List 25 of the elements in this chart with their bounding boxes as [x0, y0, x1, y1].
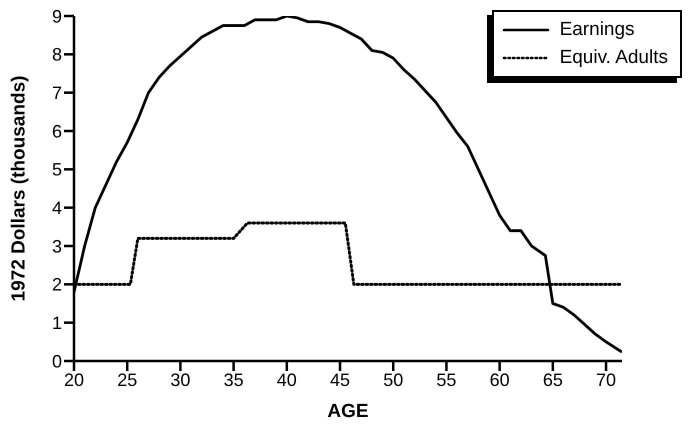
y-tick-label: 4 [52, 198, 62, 218]
legend-label: Earnings [560, 19, 635, 41]
x-tick-label: 20 [64, 370, 84, 390]
x-tick-label: 55 [436, 370, 456, 390]
y-tick-label: 3 [52, 236, 62, 256]
y-tick-label: 5 [52, 160, 62, 180]
x-tick-label: 35 [224, 370, 244, 390]
y-tick-label: 2 [52, 274, 62, 295]
x-tick-label: 70 [596, 370, 616, 390]
x-tick-label: 30 [170, 370, 190, 390]
x-tick-label: 40 [276, 370, 297, 390]
y-tick-label: 7 [52, 83, 62, 104]
x-tick-label: 60 [490, 370, 510, 390]
x-tick-label: 25 [117, 370, 138, 390]
y-axis-title: 1972 Dollars (thousands) [8, 76, 30, 302]
x-tick-label: 45 [330, 370, 350, 390]
x-axis-title: AGE [327, 401, 369, 422]
legend-label: Equiv. Adults [560, 47, 668, 69]
y-tick-label: 9 [52, 6, 62, 26]
x-tick-label: 65 [542, 370, 563, 390]
y-tick-label: 1 [52, 313, 62, 334]
y-tick-label: 8 [52, 44, 62, 65]
x-tick-label: 50 [383, 370, 404, 390]
y-tick-label: 6 [52, 121, 62, 142]
y-tick-label: 0 [52, 351, 62, 372]
